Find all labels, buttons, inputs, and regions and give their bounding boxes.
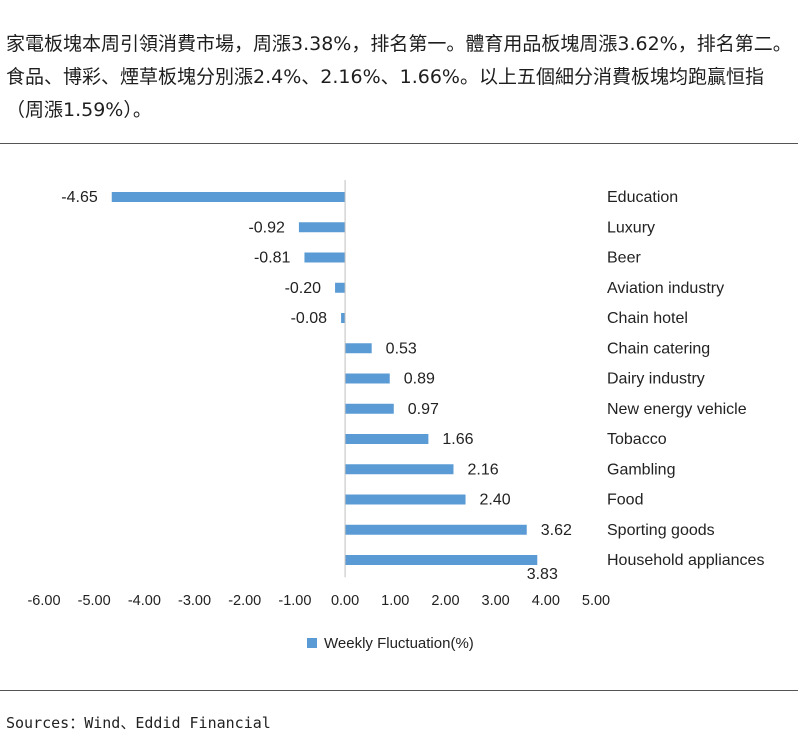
bars-group [111,192,538,565]
value-labels-group: -4.65 -0.92 -0.81 -0.20 -0.08 0.53 0.89 0.971.6… [61,189,572,583]
bar-aviation-industry [335,282,346,293]
category-label-beer: Beer [607,250,641,267]
x-tick-label: -1.00 [278,593,311,609]
value-label-dairy-industry: 0.89 [404,371,435,388]
x-tick-label: -4.00 [128,593,161,609]
category-label-tobacco: Tobacco [607,431,667,448]
x-axis-ticks-group: -6.00 -5.00 -4.00 -3.00 -2.00 -1.00 0.00 1.00 2.… [27,593,610,609]
value-label-gambling: 2.16 [467,461,498,478]
x-tick-label: -2.00 [228,593,261,609]
bar-food [345,494,466,505]
x-tick-label: 3.00 [482,593,510,609]
legend: Weekly Fluctuation(%) [307,635,474,652]
category-label-luxury: Luxury [607,219,655,236]
bar-chain-catering [345,343,372,354]
x-tick-label: 1.00 [381,593,409,609]
intro-paragraph: 家電板塊本周引領消費市場，周漲3.38%，排名第一。體育用品板塊周漲3.62%，… [6,33,792,121]
category-label-chain-catering: Chain catering [607,340,710,357]
value-label-household-appliances: 3.83 [527,566,558,583]
category-label-food: Food [607,492,643,509]
x-tick-label: -5.00 [78,593,111,609]
category-label-chain-hotel: Chain hotel [607,310,688,327]
x-tick-label: 4.00 [532,593,560,609]
bar-tobacco [345,434,429,444]
source-note: Sources：Wind、Eddid Financial [6,714,271,732]
bar-luxury [298,222,346,233]
category-label-education: Education [607,189,678,206]
category-label-household-appliances: Household appliances [607,552,764,569]
value-label-new-energy-vehicle: 0.97 [408,401,439,418]
value-label-chain-catering: 0.53 [386,340,417,357]
bar-household-appliances [345,555,538,565]
x-tick-label: 2.00 [431,593,459,609]
x-tick-label: -3.00 [178,593,211,609]
value-label-aviation-industry: -0.20 [285,280,322,297]
value-label-tobacco: 1.66 [442,431,473,448]
category-label-aviation-industry: Aviation industry [607,280,724,297]
category-label-new-energy-vehicle: New energy vehicle [607,401,747,418]
value-label-food: 2.40 [480,492,511,509]
bar-chart: -4.65 -0.92 -0.81 -0.20 -0.08 0.53 0.89 0.971.6… [27,180,764,652]
bottom-divider [0,690,798,691]
value-label-education: -4.65 [61,189,98,206]
top-divider [0,143,798,144]
value-label-luxury: -0.92 [248,219,285,236]
value-label-sporting-goods: 3.62 [541,522,572,539]
bar-dairy-industry [345,373,390,384]
bar-sporting-goods [345,524,527,535]
category-label-gambling: Gambling [607,461,675,478]
bar-chain-hotel [341,313,346,323]
category-label-dairy-industry: Dairy industry [607,371,705,388]
bar-beer [304,252,346,263]
category-labels-group: Education Luxury Beer Aviation industry Chai… [607,189,764,569]
value-label-beer: -0.81 [254,250,291,267]
x-tick-label: 0.00 [331,593,359,609]
bar-new-energy-vehicle [345,403,394,414]
bar-education [111,192,346,202]
value-label-chain-hotel: -0.08 [291,310,328,327]
x-tick-label: 5.00 [582,593,610,609]
bar-gambling [345,464,454,475]
x-tick-label: -6.00 [27,593,60,609]
legend-swatch [307,638,317,648]
category-label-sporting-goods: Sporting goods [607,522,715,539]
legend-label: Weekly Fluctuation(%) [324,635,474,652]
